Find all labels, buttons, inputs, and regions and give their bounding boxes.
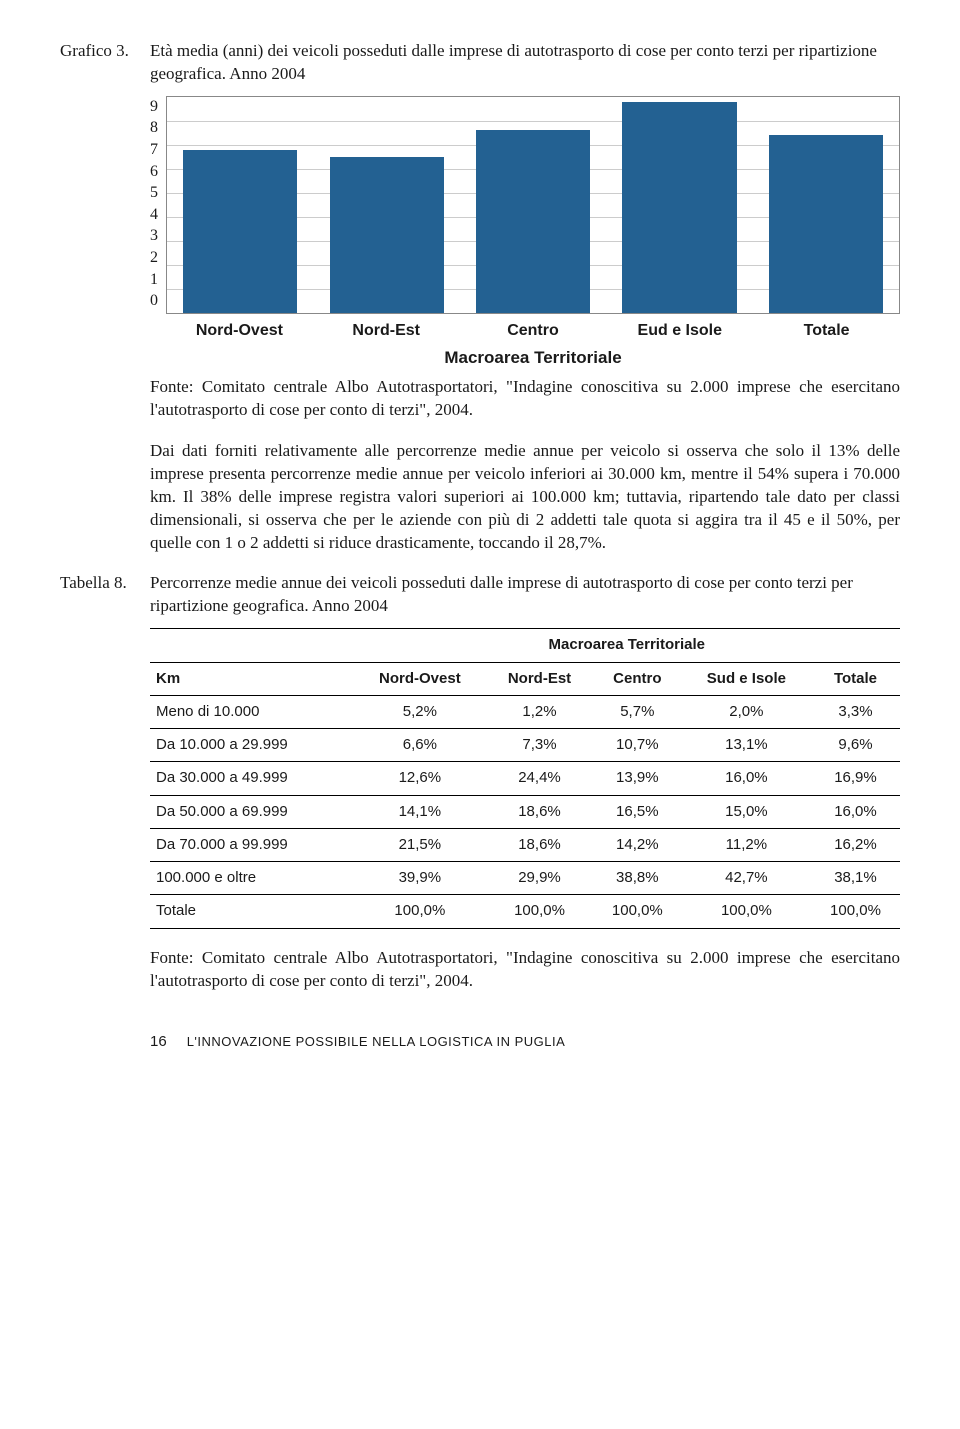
table-cell: 7,3% xyxy=(486,729,593,762)
y-tick: 3 xyxy=(150,225,158,247)
y-tick: 0 xyxy=(150,290,158,312)
page-footer: 16 L'INNOVAZIONE POSSIBILE NELLA LOGISTI… xyxy=(60,1032,900,1052)
grafico3-label: Grafico 3. xyxy=(60,40,150,63)
table-cell: 42,7% xyxy=(682,862,811,895)
table-cell: 38,8% xyxy=(593,862,682,895)
table-cell: 14,2% xyxy=(593,828,682,861)
y-tick: 5 xyxy=(150,182,158,204)
table-cell: 16,9% xyxy=(811,762,900,795)
tabella8-title: Percorrenze medie annue dei veicoli poss… xyxy=(150,572,900,618)
table-cell: 15,0% xyxy=(682,795,811,828)
table-column-header: Centro xyxy=(593,662,682,695)
table-cell: 12,6% xyxy=(354,762,487,795)
grafico3-title: Età media (anni) dei veicoli posseduti d… xyxy=(150,40,900,86)
table-row-label: Meno di 10.000 xyxy=(150,695,354,728)
grafico3-paragraph: Dai dati forniti relativamente alle perc… xyxy=(150,440,900,555)
chart-plot-area xyxy=(166,96,900,314)
table-cell: 100,0% xyxy=(486,895,593,928)
table-row-label: Da 50.000 a 69.999 xyxy=(150,795,354,828)
footer-title: L'INNOVAZIONE POSSIBILE NELLA LOGISTICA … xyxy=(187,1033,566,1051)
y-tick: 9 xyxy=(150,96,158,118)
table-cell: 16,0% xyxy=(811,795,900,828)
table-column-header: Nord-Est xyxy=(486,662,593,695)
table-cell: 11,2% xyxy=(682,828,811,861)
x-label: Centro xyxy=(460,320,607,342)
table-cell: 24,4% xyxy=(486,762,593,795)
table-row: Meno di 10.0005,2%1,2%5,7%2,0%3,3% xyxy=(150,695,900,728)
table-cell: 2,0% xyxy=(682,695,811,728)
y-tick: 2 xyxy=(150,247,158,269)
chart-y-axis: 9876543210 xyxy=(150,96,166,312)
grafico3-header: Grafico 3. Età media (anni) dei veicoli … xyxy=(60,40,900,86)
table-cell: 100,0% xyxy=(682,895,811,928)
grafico3-source: Fonte: Comitato centrale Albo Autotraspo… xyxy=(150,376,900,422)
table-row-label: 100.000 e oltre xyxy=(150,862,354,895)
table-cell: 6,6% xyxy=(354,729,487,762)
bar xyxy=(476,130,590,312)
table-row-label: Da 30.000 a 49.999 xyxy=(150,762,354,795)
table-cell: 29,9% xyxy=(486,862,593,895)
table-cell: 38,1% xyxy=(811,862,900,895)
x-label: Nord-Est xyxy=(313,320,460,342)
table-cell: 18,6% xyxy=(486,795,593,828)
chart-x-axis-title: Macroarea Territoriale xyxy=(166,347,900,370)
y-tick: 1 xyxy=(150,269,158,291)
page-number: 16 xyxy=(150,1032,167,1052)
table-row: Da 70.000 a 99.99921,5%18,6%14,2%11,2%16… xyxy=(150,828,900,861)
y-tick: 7 xyxy=(150,139,158,161)
table-column-header: Nord-Ovest xyxy=(354,662,487,695)
table-row: 100.000 e oltre39,9%29,9%38,8%42,7%38,1% xyxy=(150,862,900,895)
table-row-label: Totale xyxy=(150,895,354,928)
table-cell: 18,6% xyxy=(486,828,593,861)
x-label: Eud e Isole xyxy=(606,320,753,342)
table-cell: 16,2% xyxy=(811,828,900,861)
table-cell: 39,9% xyxy=(354,862,487,895)
table-cell: 100,0% xyxy=(593,895,682,928)
table-cell: 9,6% xyxy=(811,729,900,762)
tabella8-table: Macroarea Territoriale KmNord-OvestNord-… xyxy=(150,628,900,928)
table-cell: 100,0% xyxy=(811,895,900,928)
table-row: Da 10.000 a 29.9996,6%7,3%10,7%13,1%9,6% xyxy=(150,729,900,762)
y-tick: 4 xyxy=(150,204,158,226)
table-row-header: Km xyxy=(150,662,354,695)
table-row: Da 30.000 a 49.99912,6%24,4%13,9%16,0%16… xyxy=(150,762,900,795)
table-cell: 13,1% xyxy=(682,729,811,762)
tabella8-label: Tabella 8. xyxy=(60,572,150,595)
table-cell: 21,5% xyxy=(354,828,487,861)
table-cell: 1,2% xyxy=(486,695,593,728)
table-cell: 13,9% xyxy=(593,762,682,795)
table-row: Da 50.000 a 69.99914,1%18,6%16,5%15,0%16… xyxy=(150,795,900,828)
bar xyxy=(183,150,297,313)
bar xyxy=(769,135,883,313)
table-cell: 16,0% xyxy=(682,762,811,795)
table-cell: 10,7% xyxy=(593,729,682,762)
table-cell: 14,1% xyxy=(354,795,487,828)
bar xyxy=(330,157,444,313)
table-row-label: Da 10.000 a 29.999 xyxy=(150,729,354,762)
y-tick: 6 xyxy=(150,161,158,183)
grafico3-chart: 9876543210 Nord-OvestNord-EstCentroEud e… xyxy=(150,96,900,356)
table-row-label: Da 70.000 a 99.999 xyxy=(150,828,354,861)
table-column-header: Sud e Isole xyxy=(682,662,811,695)
bar xyxy=(622,102,736,313)
table-cell: 100,0% xyxy=(354,895,487,928)
table-column-header: Totale xyxy=(811,662,900,695)
tabella8-header: Tabella 8. Percorrenze medie annue dei v… xyxy=(60,572,900,618)
table-cell: 3,3% xyxy=(811,695,900,728)
y-tick: 8 xyxy=(150,117,158,139)
x-label: Nord-Ovest xyxy=(166,320,313,342)
table-row: Totale100,0%100,0%100,0%100,0%100,0% xyxy=(150,895,900,928)
x-label: Totale xyxy=(753,320,900,342)
table-super-header: Macroarea Territoriale xyxy=(354,629,900,662)
tabella8-source: Fonte: Comitato centrale Albo Autotraspo… xyxy=(150,947,900,993)
table-cell: 16,5% xyxy=(593,795,682,828)
chart-x-labels: Nord-OvestNord-EstCentroEud e IsoleTotal… xyxy=(166,320,900,342)
table-cell: 5,7% xyxy=(593,695,682,728)
table-cell: 5,2% xyxy=(354,695,487,728)
